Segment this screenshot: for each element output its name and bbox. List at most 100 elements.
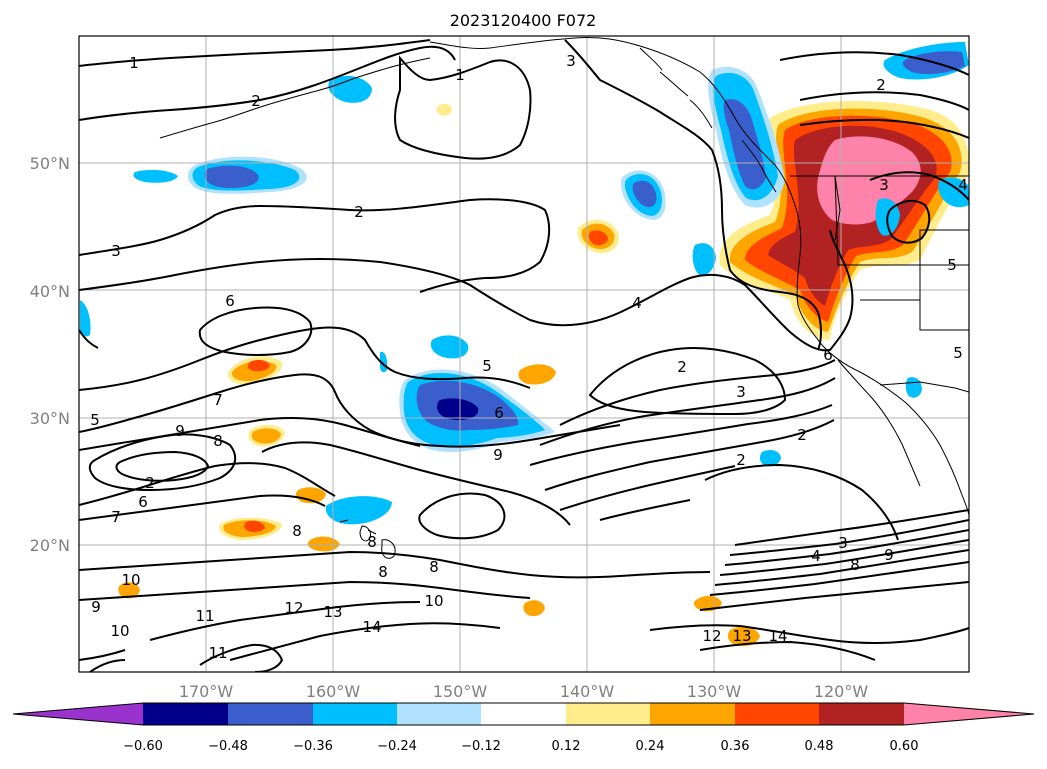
contour-30 [704,463,899,541]
contour-26 [529,404,833,466]
border-state-3 [834,175,841,241]
lat-label: 20°N [30,536,70,555]
colorbar-tick-label: 0.48 [805,739,834,754]
contour-label: 5 [90,411,100,429]
contour-42 [869,171,969,201]
coast-baja [837,359,921,487]
contour-label: 13 [323,603,342,621]
contour-label: 3 [838,534,848,552]
colorbar-tick-label: −0.60 [123,739,163,754]
contour-label: 2 [677,358,687,376]
contour-label: 6 [138,493,148,511]
contour-38 [649,624,969,644]
contour-label: 10 [110,622,129,640]
contour-label: 5 [953,344,963,362]
shade-blob-12 [759,450,781,467]
map-frame [78,35,970,673]
contour-label: 4 [811,547,821,565]
contour-label: 2 [145,474,155,492]
longitude-labels: 170°W 160°W 150°W 140°W 130°W 120°W [179,682,869,701]
coast-alaska-peninsula [159,57,431,139]
lon-label: 160°W [306,682,361,701]
contour-21 [79,649,126,672]
contour-5 [564,39,822,351]
contour-34 [719,539,969,576]
contour-label: 2 [251,92,261,110]
colorbar-swatch [143,703,228,725]
contour-35 [714,549,969,586]
contour-label: 6 [823,346,833,364]
contour-label: 6 [225,292,235,310]
colorbar-swatch [397,703,481,725]
colorbar-under-arrow [13,703,143,725]
contour-13 [79,462,336,506]
contour-label: 8 [429,558,439,576]
contour-27 [544,419,835,491]
colorbar-swatch [566,703,650,725]
lon-label: 140°W [560,682,615,701]
border-mexico [879,381,969,393]
contour-label: 9 [175,422,185,440]
contour-31 [734,509,969,546]
shade-pnw-pink [817,136,921,225]
shade-hawaii-sky [325,496,392,525]
shade-alaska-blue [328,75,372,103]
shade-blob-6 [307,536,340,552]
colorbar-swatch [313,703,397,725]
contour-label: 13 [732,627,751,645]
lat-label: 40°N [30,282,70,301]
contour-33 [724,529,969,566]
contour-9 [79,373,621,448]
contour-label: 12 [702,627,721,645]
colorbar-tick-label: −0.48 [208,739,248,754]
contour-16 [418,492,506,540]
contour-23 [588,347,787,416]
border-state-2 [838,264,969,331]
contour-11 [88,433,237,492]
contour-label: 2 [736,451,746,469]
lon-label: 170°W [179,682,234,701]
contour-39 [699,640,876,661]
contour-label: 9 [493,446,503,464]
coast-hawaii [339,519,396,559]
colorbar-swatch [650,703,735,725]
contour-44 [779,51,969,76]
contour-19 [149,601,421,641]
shade-blob-17 [938,177,969,208]
contour-label: 3 [736,383,746,401]
contour-10 [79,416,421,451]
shade-blob-8 [727,626,760,647]
contour-label: 11 [195,607,214,625]
height-contours [79,39,969,672]
contour-37 [699,581,969,611]
coast-islands-1 [639,47,713,129]
contour-label: 12 [284,599,303,617]
colorbar-tick-label: −0.36 [293,739,333,754]
contour-12 [115,450,210,482]
colorbar-tick-label: 0.36 [721,739,750,754]
contour-32 [729,519,969,556]
contour-29 [599,499,691,521]
shade-blob-2r [247,359,270,372]
contour-label: 4 [958,176,968,194]
shade-blob-3o [251,428,281,444]
contour-label: 8 [292,522,302,540]
lat-label: 30°N [30,409,70,428]
contour-label: 8 [378,563,388,581]
latitude-labels: 50°N 40°N 30°N 20°N [30,154,70,555]
shade-blob-11 [118,582,140,599]
lat-label: 50°N [30,154,70,173]
contour-label: 7 [213,391,223,409]
contour-3 [394,55,532,160]
lon-label: 120°W [814,682,869,701]
contour-18 [79,580,531,601]
contour-20 [229,622,501,661]
contour-label: 2 [354,203,364,221]
contour-40 [79,329,99,349]
contour-25 [539,377,836,446]
contour-43 [886,199,931,244]
colorbar-tick-label: −0.12 [461,739,501,754]
contour-label: 6 [494,404,504,422]
